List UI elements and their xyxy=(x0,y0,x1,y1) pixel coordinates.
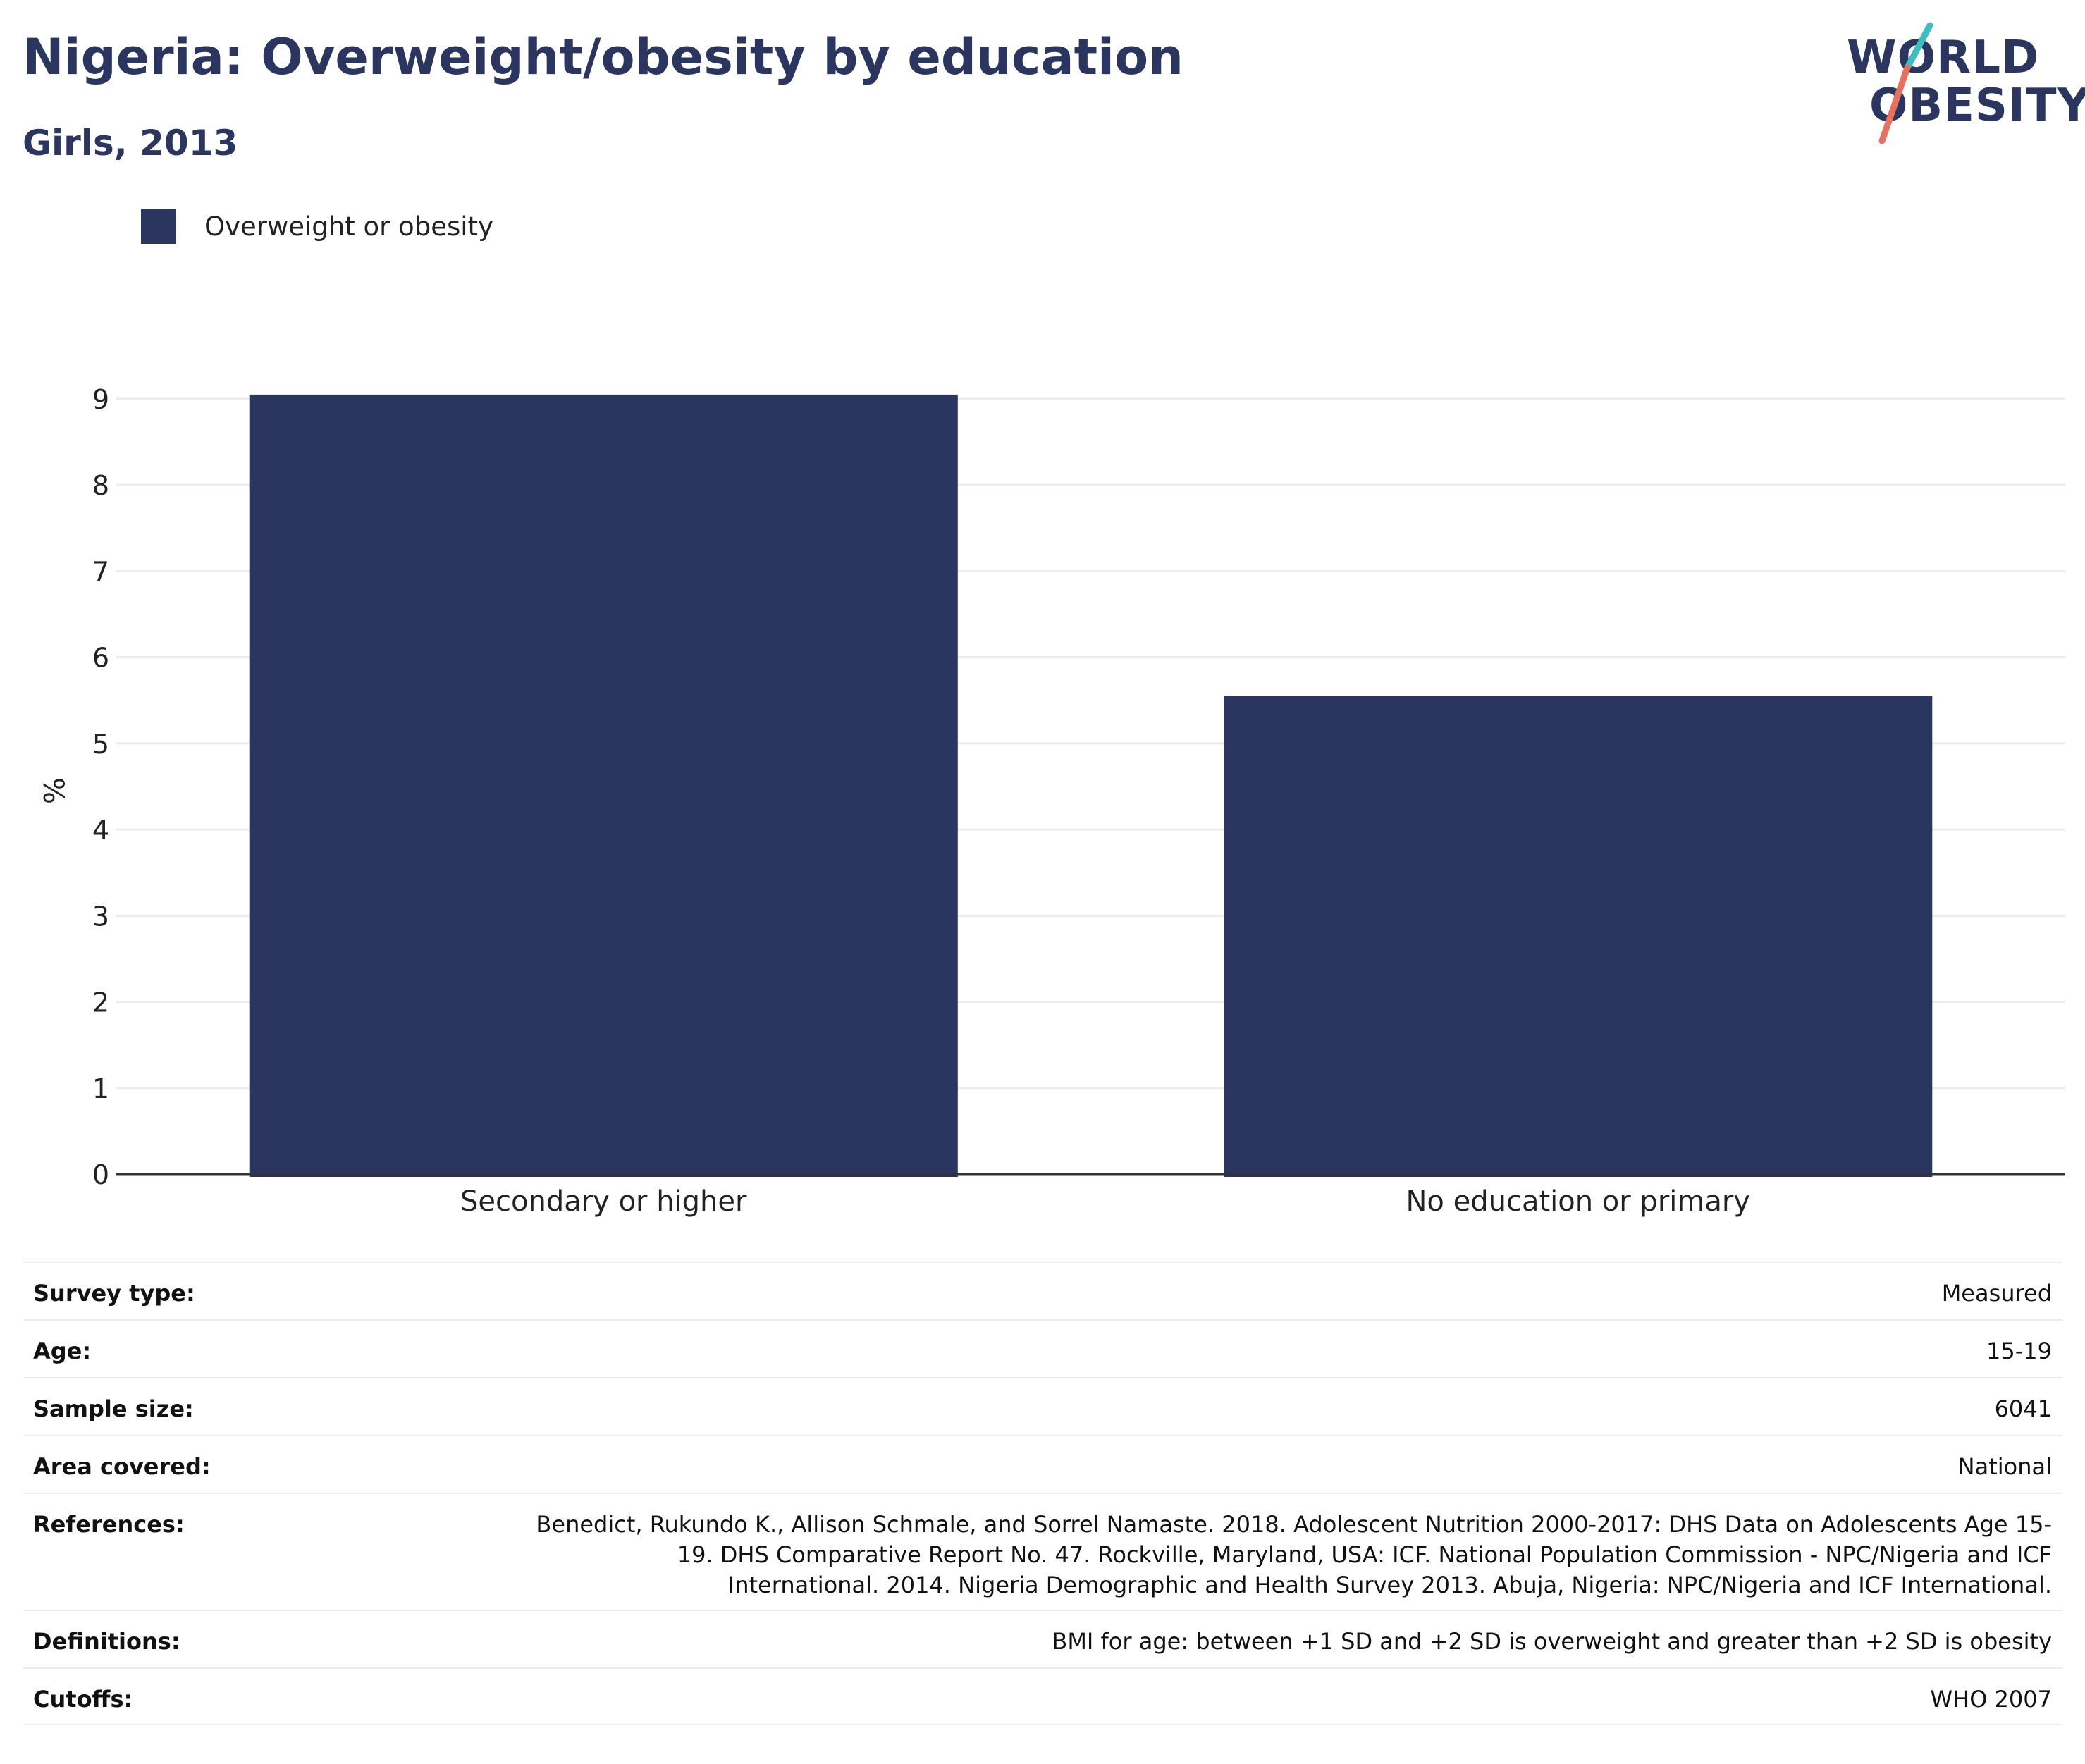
meta-label: Age: xyxy=(33,1338,92,1364)
chart-subtitle: Girls, 2013 xyxy=(23,123,238,164)
meta-row-survey-type: Survey type: Measured xyxy=(23,1262,2062,1319)
meta-row-area-covered: Area covered: National xyxy=(23,1435,2062,1493)
bar-chart: 0 1 2 3 4 5 6 7 8 9 Secondary or higher No educati… xyxy=(37,384,2065,1218)
meta-label: Area covered: xyxy=(33,1453,211,1480)
y-tick-label: 9 xyxy=(92,384,109,415)
y-tick-label: 2 xyxy=(92,987,109,1018)
y-tick-label: 6 xyxy=(92,643,109,674)
meta-row-sample-size: Sample size: 6041 xyxy=(23,1377,2062,1435)
meta-value: 6041 xyxy=(1994,1395,2052,1422)
y-tick-label: 4 xyxy=(92,815,109,846)
logo-text-obesity: OBESITY xyxy=(1869,80,2085,132)
legend-label: Overweight or obesity xyxy=(204,211,493,242)
meta-label: Sample size: xyxy=(33,1395,194,1422)
meta-row-definitions: Definitions: BMI for age: between +1 SD … xyxy=(23,1610,2062,1667)
y-tick-label: 1 xyxy=(92,1073,109,1104)
y-tick-label: 3 xyxy=(92,901,109,932)
meta-value: National xyxy=(1957,1453,2052,1480)
x-tick-label: Secondary or higher xyxy=(460,1185,747,1218)
y-tick-label: 5 xyxy=(92,729,109,760)
meta-label: References: xyxy=(33,1511,185,1538)
meta-value: 15-19 xyxy=(1986,1338,2052,1364)
legend-swatch xyxy=(141,209,176,244)
meta-row-cutoffs: Cutoffs: WHO 2007 xyxy=(23,1667,2062,1725)
meta-row-references: References: Benedict, Rukundo K., Alliso… xyxy=(23,1493,2062,1610)
logo-slash-icon xyxy=(1878,22,1933,144)
y-tick-label: 0 xyxy=(92,1159,109,1190)
logo-text-world: WORLD xyxy=(1847,32,2040,84)
meta-label: Cutoffs: xyxy=(33,1686,133,1713)
bars xyxy=(249,394,1933,1177)
meta-label: Definitions: xyxy=(33,1628,180,1655)
meta-value: Benedict, Rukundo K., Allison Schmale, a… xyxy=(536,1511,2052,1598)
bar[interactable] xyxy=(1224,696,1933,1177)
legend[interactable]: Overweight or obesity xyxy=(141,209,493,244)
metadata-table: Survey type: Measured Age: 15-19 Sample … xyxy=(23,1262,2062,1725)
meta-value: Measured xyxy=(1941,1280,2052,1307)
meta-label: Survey type: xyxy=(33,1280,195,1307)
y-tick-label: 7 xyxy=(92,556,109,587)
world-obesity-logo[interactable]: WORLD OBESITY xyxy=(1840,21,2085,148)
y-axis-label: % xyxy=(37,777,69,804)
x-tick-labels: Secondary or higher No education or prima… xyxy=(460,1185,1750,1218)
meta-row-age: Age: 15-19 xyxy=(23,1319,2062,1377)
x-tick-label: No education or primary xyxy=(1406,1185,1750,1218)
bar[interactable] xyxy=(249,394,958,1177)
y-tick-labels: 0 1 2 3 4 5 6 7 8 9 xyxy=(92,384,109,1190)
chart-title: Nigeria: Overweight/obesity by education xyxy=(23,28,1183,86)
meta-value: WHO 2007 xyxy=(1930,1686,2053,1713)
y-tick-label: 8 xyxy=(92,470,109,501)
meta-value: BMI for age: between +1 SD and +2 SD is … xyxy=(1052,1628,2052,1655)
